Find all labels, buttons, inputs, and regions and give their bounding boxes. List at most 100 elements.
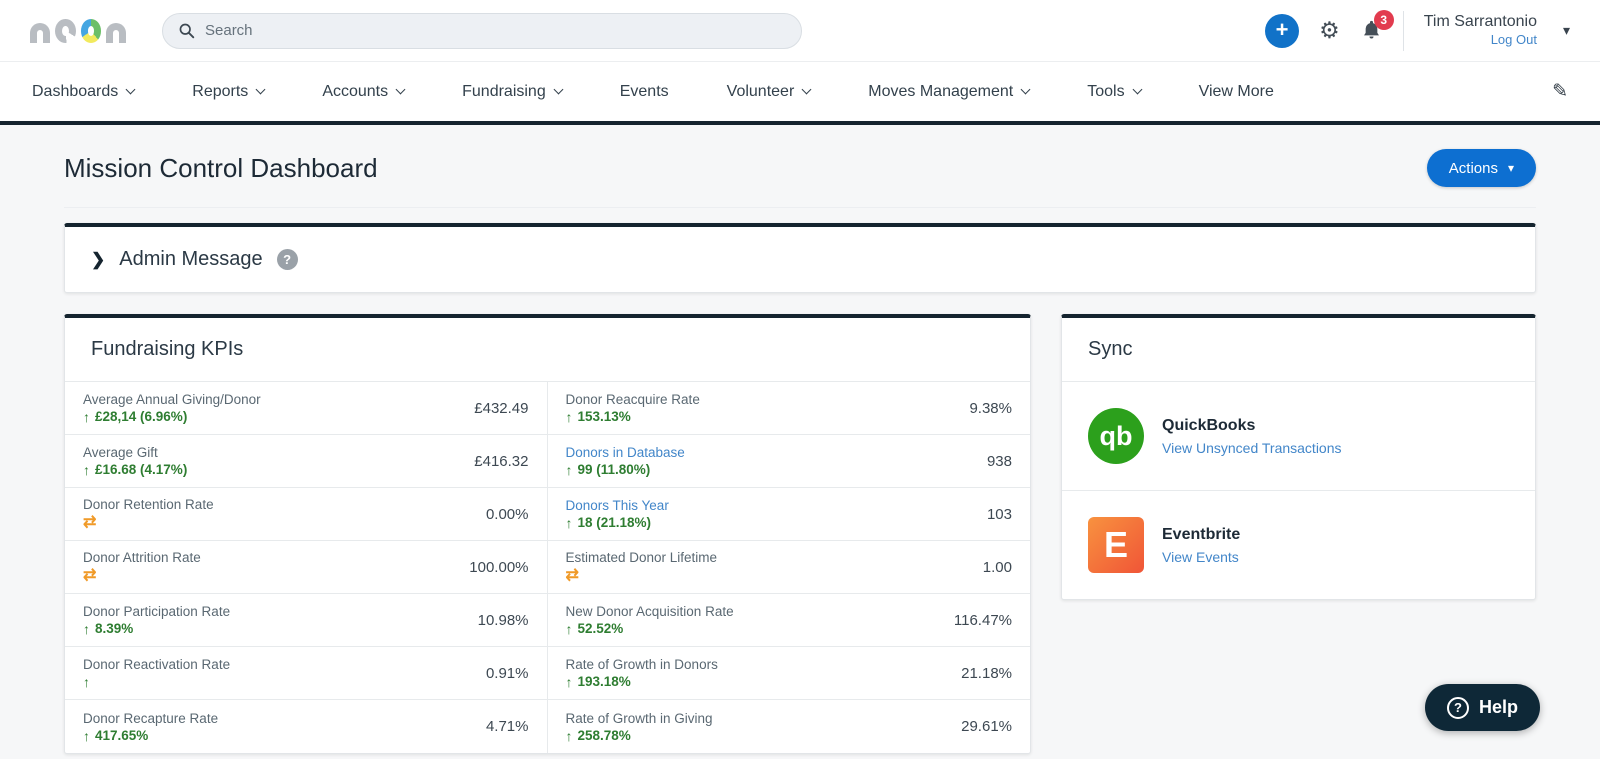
- kpi-change: ↑ 258.78%: [566, 729, 713, 743]
- logo-letter-e: [54, 18, 76, 43]
- sync-item-link[interactable]: View Events: [1162, 548, 1239, 565]
- nav-item[interactable]: Dashboards: [32, 82, 136, 101]
- kpi-change-text: 258.78%: [577, 727, 631, 743]
- kpi-change: ↑ £16.68 (4.17%): [83, 463, 187, 477]
- sync-item-link[interactable]: View Unsynced Transactions: [1162, 439, 1342, 456]
- kpi-panel-header: Fundraising KPIs: [65, 318, 1030, 382]
- kpi-row: Donor Attrition Rate ⇄ 100.00%: [65, 541, 547, 594]
- kpi-change-text: £28,14 (6.96%): [95, 409, 188, 425]
- kpi-change: ↑ 18 (21.18%): [566, 516, 669, 530]
- nav-item-label: Accounts: [322, 82, 389, 100]
- user-name: Tim Sarrantonio: [1423, 12, 1537, 30]
- kpi-row: Estimated Donor Lifetime ⇄ 1.00: [547, 541, 1030, 594]
- sync-item-info: QuickBooks View Unsynced Transactions: [1162, 417, 1342, 456]
- kpi-indicator-icon: ⇄: [565, 567, 579, 584]
- sync-items: qb QuickBooks View Unsynced Transactions…: [1062, 382, 1535, 599]
- expand-chevron-icon[interactable]: ❯: [91, 249, 106, 269]
- help-button[interactable]: ? Help: [1424, 684, 1540, 731]
- kpi-info: Rate of Growth in Giving ↑ 258.78%: [566, 711, 713, 743]
- kpi-label[interactable]: Donors in Database: [565, 445, 685, 460]
- sync-item-info: Eventbrite View Events: [1162, 526, 1240, 565]
- nav-item[interactable]: Accounts: [322, 82, 406, 101]
- kpi-change-text: £16.68 (4.17%): [95, 462, 188, 478]
- page-title: Mission Control Dashboard: [64, 152, 378, 183]
- kpi-indicator-icon: ⇄: [83, 567, 97, 584]
- kpi-info: Donor Retention Rate ⇄: [83, 497, 214, 531]
- sync-item: qb QuickBooks View Unsynced Transactions: [1062, 382, 1535, 491]
- kpi-value: 0.00%: [485, 505, 529, 523]
- kpi-change: ⇄: [566, 568, 718, 584]
- kpi-info: Donor Participation Rate ↑ 8.39%: [83, 604, 230, 636]
- logout-link[interactable]: Log Out: [1490, 32, 1537, 48]
- nav-item[interactable]: Fundraising: [462, 83, 564, 101]
- kpi-change: ⇄: [83, 515, 214, 531]
- kpi-change: ↑ £28,14 (6.96%): [83, 410, 261, 424]
- notifications-button[interactable]: 3: [1360, 10, 1394, 42]
- gear-icon[interactable]: ⚙: [1319, 17, 1340, 43]
- actions-label: Actions: [1448, 159, 1498, 177]
- kpi-change-text: 99 (11.80%): [577, 462, 651, 478]
- search-input[interactable]: [205, 22, 786, 39]
- kpi-info: Donors in Database ↑ 99 (11.80%): [566, 445, 685, 477]
- help-label: Help: [1478, 697, 1518, 717]
- edit-nav-pencil-icon[interactable]: ✎: [1552, 81, 1568, 102]
- nav-item-label: Reports: [192, 82, 249, 100]
- sync-panel-title: Sync: [1088, 338, 1133, 360]
- kpi-change: ↑ 99 (11.80%): [566, 463, 685, 477]
- kpi-column: Donor Reacquire Rate ↑ 153.13% 9.38% Don…: [547, 382, 1031, 753]
- nav-item[interactable]: Tools: [1087, 83, 1143, 101]
- kpi-change: ↑ 193.18%: [566, 675, 718, 689]
- user-caret-icon[interactable]: ▾: [1562, 22, 1570, 38]
- kpi-row: New Donor Acquisition Rate ↑ 52.52% 116.…: [547, 594, 1030, 647]
- kpi-label[interactable]: Donors This Year: [565, 498, 669, 513]
- kpi-info: Donor Attrition Rate ⇄: [83, 550, 201, 584]
- neon-logo[interactable]: [30, 18, 126, 43]
- kpi-row: Donors This Year ↑ 18 (21.18%) 103: [547, 488, 1030, 541]
- kpi-indicator-icon: ↑: [565, 462, 573, 478]
- sync-logo-icon: E: [1088, 517, 1144, 573]
- kpi-info: Average Gift ↑ £16.68 (4.17%): [83, 445, 187, 477]
- nav-item[interactable]: Reports: [192, 82, 266, 101]
- nav-item-label: Dashboards: [32, 82, 119, 100]
- sync-logo-icon: qb: [1088, 408, 1144, 464]
- kpi-label: Estimated Donor Lifetime: [565, 550, 718, 565]
- help-tooltip-icon[interactable]: ?: [276, 249, 298, 270]
- kpi-label: Donor Reactivation Rate: [83, 657, 231, 672]
- kpi-value: 0.91%: [485, 664, 529, 682]
- add-new-button[interactable]: +: [1265, 13, 1300, 48]
- nav-item[interactable]: View More: [1199, 83, 1274, 101]
- actions-button[interactable]: Actions ▾: [1426, 149, 1536, 187]
- logo-letter-n2: [106, 22, 126, 43]
- kpi-indicator-icon: ↑: [83, 621, 90, 637]
- kpi-value: 116.47%: [953, 611, 1012, 629]
- kpi-change-text: 8.39%: [95, 621, 134, 637]
- chevron-down-icon: [801, 84, 812, 95]
- kpi-indicator-icon: ↑: [565, 515, 573, 531]
- kpi-info: Donor Reacquire Rate ↑ 153.13%: [566, 392, 700, 424]
- chevron-down-icon: [1020, 84, 1031, 95]
- search-icon: [178, 22, 195, 39]
- user-menu[interactable]: Tim Sarrantonio Log Out: [1424, 12, 1537, 50]
- kpi-indicator-icon: ↑: [83, 727, 90, 744]
- notification-badge: 3: [1373, 10, 1394, 30]
- kpi-label: New Donor Acquisition Rate: [565, 604, 734, 619]
- header-divider: [1402, 10, 1404, 51]
- kpi-label: Average Annual Giving/Donor: [83, 392, 261, 407]
- global-search[interactable]: [162, 12, 802, 49]
- nav-item[interactable]: Volunteer: [727, 83, 812, 101]
- kpi-change: ↑ 52.52%: [566, 622, 734, 636]
- kpi-row: Rate of Growth in Giving ↑ 258.78% 29.61…: [548, 700, 1031, 753]
- kpi-row: Rate of Growth in Donors ↑ 193.18% 21.18…: [547, 647, 1030, 700]
- sync-panel: Sync qb QuickBooks View Unsynced Transac…: [1061, 314, 1536, 600]
- nav-item[interactable]: Events: [620, 83, 669, 101]
- kpi-indicator-icon: ⇄: [83, 514, 97, 531]
- kpi-row: Donor Recapture Rate ↑ 417.65% 4.71%: [65, 700, 547, 753]
- kpi-indicator-icon: ↑: [565, 674, 573, 690]
- caret-down-icon: ▾: [1507, 161, 1514, 175]
- nav-item[interactable]: Moves Management: [868, 83, 1031, 101]
- sync-item-name: Eventbrite: [1162, 525, 1241, 543]
- kpi-change-text: 193.18%: [577, 674, 631, 690]
- chevron-down-icon: [1132, 84, 1143, 95]
- kpi-row: Average Annual Giving/Donor ↑ £28,14 (6.…: [65, 382, 547, 435]
- kpi-change-text: 417.65%: [95, 727, 149, 743]
